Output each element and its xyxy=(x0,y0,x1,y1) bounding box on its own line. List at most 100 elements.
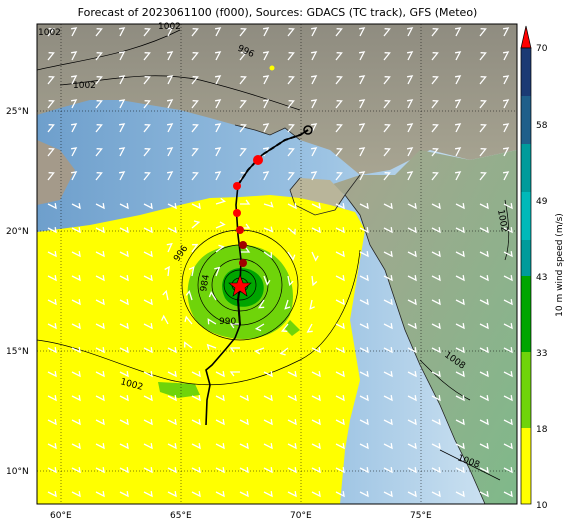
wind-barb xyxy=(455,490,465,498)
wind-barb xyxy=(143,346,153,354)
wind-barb xyxy=(407,250,417,258)
wind-barb xyxy=(455,298,465,306)
wind-barb xyxy=(287,124,295,133)
wind-barb xyxy=(479,322,489,330)
wind-barb xyxy=(167,490,177,498)
wind-barb xyxy=(164,265,170,277)
wind-barb xyxy=(166,75,174,85)
wind-barb xyxy=(358,99,366,109)
isobar-label: 1002 xyxy=(158,22,181,32)
wind-barb xyxy=(503,370,513,378)
wind-barb xyxy=(383,370,393,378)
wind-barb xyxy=(95,124,103,133)
wind-barb xyxy=(287,227,296,236)
wind-barb xyxy=(119,418,129,426)
wind-barb xyxy=(431,274,441,282)
wind-barb xyxy=(479,250,489,258)
wind-barb xyxy=(191,76,199,85)
wind-barb xyxy=(287,418,297,426)
wind-barb xyxy=(503,418,513,426)
wind-barb xyxy=(191,243,199,253)
wind-barb xyxy=(335,52,343,61)
colorbar-tick: 49 xyxy=(536,197,548,207)
wind-barb xyxy=(118,99,126,109)
wind-barb xyxy=(191,220,201,229)
colorbar-seg-33-43 xyxy=(521,276,531,352)
wind-barb xyxy=(311,490,321,498)
wind-barb xyxy=(431,394,441,402)
wind-barb xyxy=(503,250,513,258)
wind-barb xyxy=(454,171,462,181)
lat-tick: 15°N xyxy=(6,347,29,357)
wind-barb xyxy=(119,490,129,498)
lat-tick: 20°N xyxy=(6,227,29,237)
wind-barb xyxy=(455,346,465,354)
wind-barb xyxy=(502,27,510,37)
wind-barb xyxy=(185,289,193,301)
wind-barb xyxy=(431,52,439,61)
wind-barb xyxy=(383,28,391,37)
colorbar: 70 58 49 43 33 18 10 10 m wind speed (m/… xyxy=(520,25,565,511)
wind-barb xyxy=(47,346,57,354)
wind-barb xyxy=(143,100,151,109)
wind-barb xyxy=(240,199,251,205)
wind-barb xyxy=(95,274,105,282)
wind-barb xyxy=(143,124,151,133)
wind-barb xyxy=(431,172,439,181)
wind-barb xyxy=(161,314,169,325)
wind-barb xyxy=(407,322,417,330)
storm-center-star xyxy=(228,274,252,297)
wind-barb xyxy=(287,28,295,37)
wind-barb xyxy=(335,322,345,330)
land-north xyxy=(37,24,517,175)
wind-barb xyxy=(191,442,201,450)
wind-barb xyxy=(431,418,441,426)
wind-barb xyxy=(239,76,247,85)
axis-ticks: 60°E 65°E 70°E 75°E 25°N 20°N 15°N 10°N xyxy=(6,107,432,521)
wind-barb xyxy=(215,442,225,450)
wind-barb xyxy=(335,250,345,258)
wind-barb xyxy=(358,27,366,37)
wind-barb xyxy=(503,274,513,282)
wind-barb xyxy=(383,100,391,109)
wind-barb xyxy=(47,442,57,450)
wind-barb xyxy=(191,418,201,426)
wind-barb xyxy=(191,202,201,210)
wind-barb xyxy=(239,100,247,109)
wind-barb xyxy=(166,147,174,157)
wind-barb xyxy=(335,100,343,109)
wind-barb xyxy=(95,100,103,109)
wind-barb xyxy=(455,418,465,426)
wind-barb xyxy=(143,466,153,474)
lat-tick: 10°N xyxy=(6,467,29,477)
wind-barb xyxy=(71,274,81,282)
wind-barb xyxy=(254,323,265,332)
wind-barb xyxy=(47,394,57,402)
wind-barb xyxy=(503,322,513,330)
wind-barb xyxy=(119,226,129,234)
wind-barb xyxy=(166,27,174,37)
wind-barb xyxy=(71,346,81,354)
wind-barb xyxy=(166,51,174,61)
wind-barb xyxy=(95,202,105,210)
wind-barb xyxy=(95,76,103,85)
wind-barb xyxy=(407,466,417,474)
wind-barb xyxy=(71,322,81,330)
wind-barb xyxy=(167,394,177,402)
wind-barb xyxy=(47,76,55,85)
wind-barb xyxy=(143,148,151,157)
wind-barb xyxy=(47,370,57,378)
wind-barb xyxy=(118,147,126,157)
wind-barb xyxy=(455,250,465,258)
wind-barb xyxy=(310,51,318,61)
wind-barb xyxy=(311,370,321,378)
wind-barb xyxy=(359,346,369,354)
wind-barb xyxy=(95,52,103,61)
wind-barb xyxy=(239,418,249,426)
wind-barb xyxy=(383,394,393,402)
wind-barb xyxy=(71,418,81,426)
wind-barb xyxy=(263,275,271,286)
wind-barb xyxy=(431,28,439,37)
wind-barb xyxy=(191,148,199,157)
